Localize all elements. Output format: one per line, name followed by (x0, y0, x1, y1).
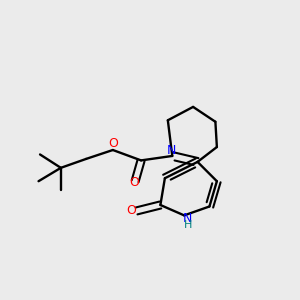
Text: O: O (130, 176, 140, 189)
Text: H: H (184, 220, 192, 230)
Text: N: N (183, 212, 192, 225)
Text: O: O (126, 204, 136, 217)
Text: N: N (167, 143, 176, 157)
Text: O: O (108, 137, 118, 150)
